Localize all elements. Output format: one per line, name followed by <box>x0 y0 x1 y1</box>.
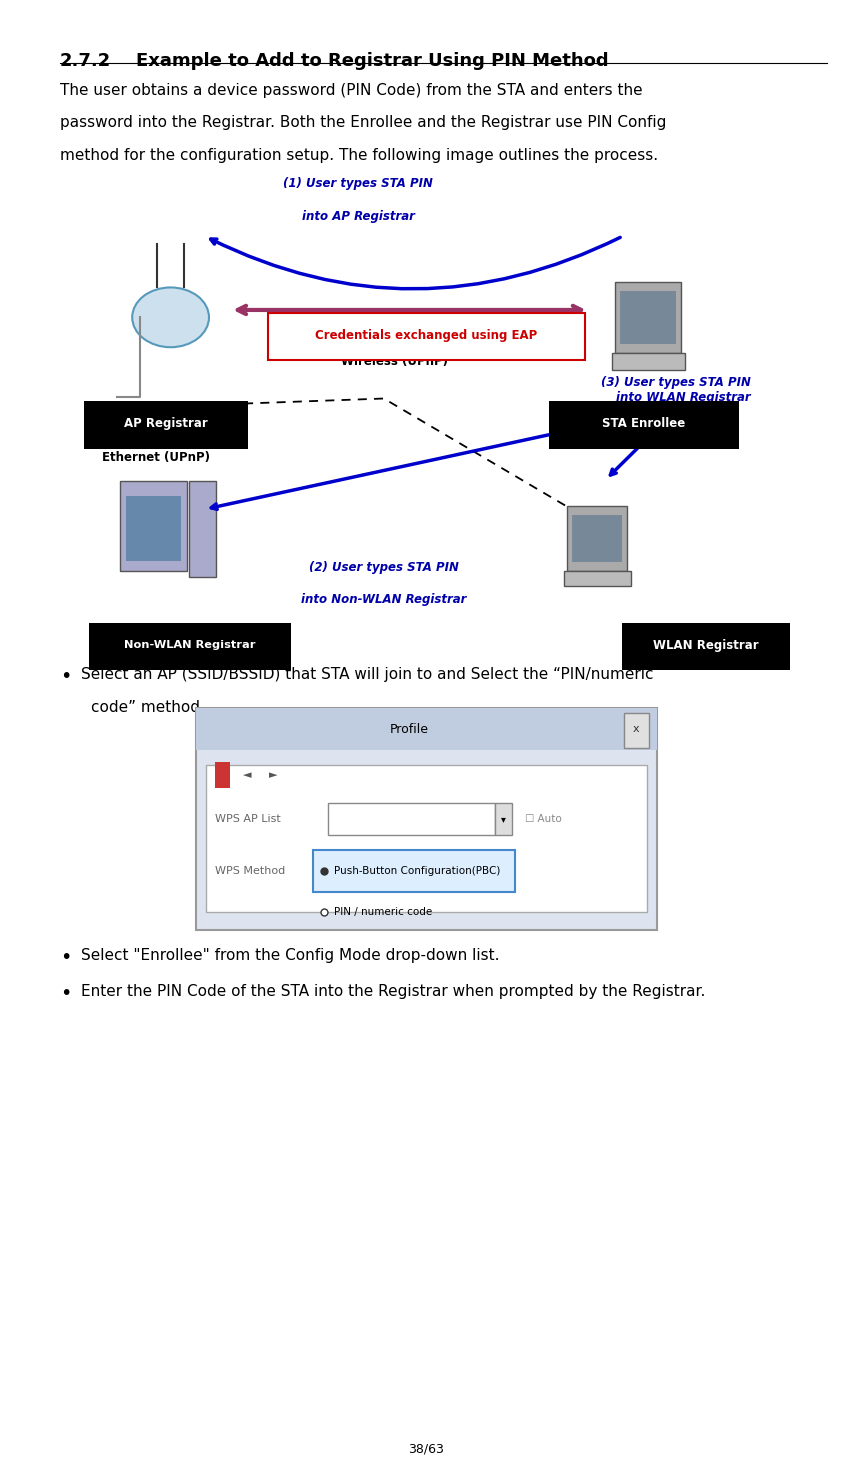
Text: AP Registrar: AP Registrar <box>124 418 208 430</box>
FancyBboxPatch shape <box>120 481 187 571</box>
Text: •: • <box>60 984 71 1004</box>
FancyBboxPatch shape <box>619 291 676 344</box>
FancyBboxPatch shape <box>84 401 248 449</box>
Text: •: • <box>60 948 71 967</box>
FancyBboxPatch shape <box>89 623 291 670</box>
Text: WPS AP List: WPS AP List <box>215 815 280 824</box>
Text: ►: ► <box>268 770 277 779</box>
FancyBboxPatch shape <box>621 623 789 670</box>
FancyBboxPatch shape <box>189 481 216 577</box>
Text: (2) User types STA PIN: (2) User types STA PIN <box>308 561 458 574</box>
FancyBboxPatch shape <box>494 803 511 835</box>
FancyBboxPatch shape <box>126 496 181 561</box>
Text: method for the configuration setup. The following image outlines the process.: method for the configuration setup. The … <box>60 148 657 162</box>
Ellipse shape <box>132 288 209 347</box>
Text: ☐ Auto: ☐ Auto <box>524 815 561 824</box>
FancyBboxPatch shape <box>549 401 738 449</box>
Text: Wireless (UPnP): Wireless (UPnP) <box>341 356 447 368</box>
Text: 38/63: 38/63 <box>408 1444 444 1455</box>
Text: Ethernet (UPnP): Ethernet (UPnP) <box>102 452 210 463</box>
FancyBboxPatch shape <box>567 506 626 571</box>
Text: ▾: ▾ <box>500 815 505 824</box>
FancyBboxPatch shape <box>60 170 792 627</box>
FancyBboxPatch shape <box>614 282 681 353</box>
Text: Example to Add to Registrar Using PIN Method: Example to Add to Registrar Using PIN Me… <box>136 52 608 69</box>
Text: Enter the PIN Code of the STA into the Registrar when prompted by the Registrar.: Enter the PIN Code of the STA into the R… <box>81 984 705 999</box>
Text: Push-Button Configuration(PBC): Push-Button Configuration(PBC) <box>334 866 500 875</box>
FancyBboxPatch shape <box>623 713 648 748</box>
FancyBboxPatch shape <box>328 803 494 835</box>
FancyBboxPatch shape <box>572 515 621 562</box>
Text: x: x <box>632 725 639 734</box>
Text: code” method.: code” method. <box>91 700 204 714</box>
Text: Non-WLAN Registrar: Non-WLAN Registrar <box>124 641 255 649</box>
Text: •: • <box>60 667 71 686</box>
Text: PIN / numeric code: PIN / numeric code <box>334 908 432 917</box>
Text: Credentials exchanged using EAP: Credentials exchanged using EAP <box>315 329 537 341</box>
Text: 2.7.2: 2.7.2 <box>60 52 111 69</box>
Text: ◄: ◄ <box>243 770 251 779</box>
Text: The user obtains a device password (PIN Code) from the STA and enters the: The user obtains a device password (PIN … <box>60 83 642 97</box>
Text: WLAN Registrar: WLAN Registrar <box>652 639 757 651</box>
Text: Select an AP (SSID/BSSID) that STA will join to and Select the “PIN/numeric: Select an AP (SSID/BSSID) that STA will … <box>81 667 653 682</box>
FancyBboxPatch shape <box>563 571 630 586</box>
Text: (3) User types STA PIN
into WLAN Registrar: (3) User types STA PIN into WLAN Registr… <box>600 376 750 404</box>
Text: into AP Registrar: into AP Registrar <box>302 210 414 223</box>
Text: Select "Enrollee" from the Config Mode drop-down list.: Select "Enrollee" from the Config Mode d… <box>81 948 499 962</box>
FancyBboxPatch shape <box>215 762 230 788</box>
Text: into Non-WLAN Registrar: into Non-WLAN Registrar <box>301 593 466 607</box>
Text: STA Enrollee: STA Enrollee <box>602 418 685 430</box>
FancyBboxPatch shape <box>268 313 584 360</box>
Text: password into the Registrar. Both the Enrollee and the Registrar use PIN Config: password into the Registrar. Both the En… <box>60 115 665 130</box>
Text: Profile: Profile <box>389 723 429 735</box>
Text: WPS Method: WPS Method <box>215 866 285 875</box>
FancyBboxPatch shape <box>611 353 684 370</box>
FancyBboxPatch shape <box>196 708 656 750</box>
FancyBboxPatch shape <box>196 708 656 930</box>
FancyBboxPatch shape <box>206 765 646 912</box>
Text: (1) User types STA PIN: (1) User types STA PIN <box>283 177 433 190</box>
FancyBboxPatch shape <box>313 850 515 892</box>
